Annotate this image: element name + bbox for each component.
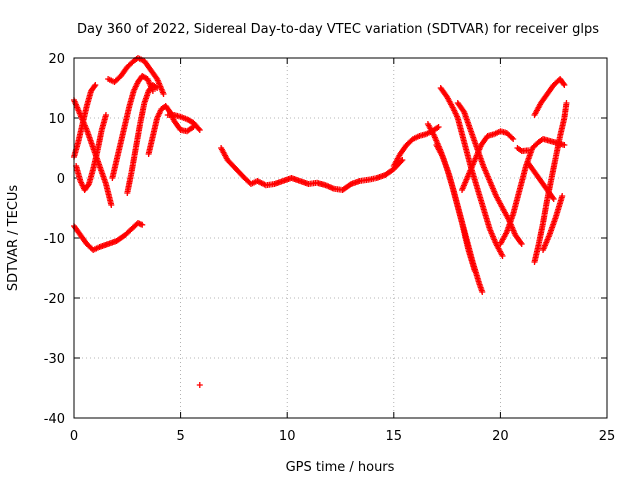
data-point xyxy=(549,194,556,201)
data-point xyxy=(517,239,524,246)
data-point xyxy=(561,82,568,88)
y-tick-label: 0 xyxy=(57,172,65,187)
grid-lines xyxy=(74,58,607,418)
x-tick-label: 10 xyxy=(279,429,296,444)
data-point xyxy=(499,253,506,259)
data-point xyxy=(399,157,406,163)
data-point xyxy=(560,80,567,87)
data-point xyxy=(510,136,517,142)
plot-frame xyxy=(73,57,608,419)
data-point xyxy=(525,147,532,154)
y-tick-label: -40 xyxy=(44,412,65,427)
data-point xyxy=(160,91,167,97)
data-point xyxy=(518,241,525,247)
axis-ticks: 0 5 10 15 20 25 -40 -30 -20 -10 0 10 20 xyxy=(44,52,616,444)
data-point xyxy=(195,125,202,132)
x-tick-label: 0 xyxy=(70,429,78,444)
data-point xyxy=(434,124,441,131)
data-point xyxy=(435,124,442,130)
data-point xyxy=(92,82,99,88)
x-tick-label: 20 xyxy=(492,429,509,444)
data-point xyxy=(398,158,405,165)
chart-title: Day 360 of 2022, Sidereal Day-to-day VTE… xyxy=(77,22,599,37)
data-point xyxy=(559,193,566,199)
data-point xyxy=(139,221,146,228)
data-point xyxy=(561,142,568,148)
data-point xyxy=(196,382,203,388)
y-tick-label: -20 xyxy=(44,292,65,307)
x-tick-label: 5 xyxy=(176,429,184,444)
data-point xyxy=(189,124,196,131)
x-tick-label: 25 xyxy=(599,429,616,444)
x-tick-label: 15 xyxy=(386,429,403,444)
y-tick-label: -10 xyxy=(44,232,65,247)
y-tick-label: -30 xyxy=(44,352,65,367)
data-point xyxy=(91,83,98,90)
data-point xyxy=(196,127,203,133)
data-point xyxy=(563,100,570,106)
data-point xyxy=(108,202,115,208)
data-points xyxy=(71,55,570,388)
data-point xyxy=(550,196,557,202)
data-point xyxy=(102,112,109,118)
data-point xyxy=(85,182,92,189)
y-tick-label: 20 xyxy=(48,52,65,67)
data-point xyxy=(471,268,478,274)
y-tick-label: 10 xyxy=(48,112,65,127)
y-axis-label: SDTVAR / TECUs xyxy=(6,185,21,292)
x-axis-label: GPS time / hours xyxy=(286,460,395,475)
data-point xyxy=(508,134,515,141)
data-point xyxy=(479,289,486,295)
